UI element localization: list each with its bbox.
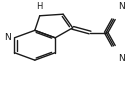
Text: N: N [5, 33, 11, 42]
Text: N: N [119, 54, 125, 63]
Text: N: N [119, 2, 125, 11]
Text: H: H [36, 2, 43, 11]
